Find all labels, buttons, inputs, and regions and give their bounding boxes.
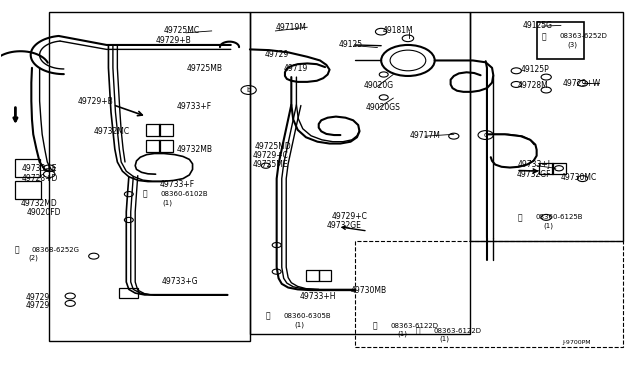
Bar — [470, 13, 623, 241]
Text: 49733+F: 49733+F — [177, 102, 212, 111]
Text: Ⓢ: Ⓢ — [415, 326, 420, 335]
Text: 49729+B: 49729+B — [156, 36, 191, 45]
Text: 49732MD: 49732MD — [20, 199, 57, 208]
Text: 49728+D: 49728+D — [22, 174, 58, 183]
Text: 49125G: 49125G — [523, 21, 552, 30]
Text: 49719: 49719 — [284, 64, 308, 73]
Bar — [540, 163, 553, 174]
Text: 49729+C: 49729+C — [332, 212, 367, 221]
Text: Ⓢ: Ⓢ — [518, 213, 522, 222]
Text: 49733+H: 49733+H — [300, 292, 336, 301]
Bar — [49, 13, 250, 341]
Text: 49733+G: 49733+G — [162, 277, 198, 286]
Text: Ⓢ: Ⓢ — [541, 32, 547, 41]
Bar — [537, 22, 584, 59]
Text: 08368-6252G: 08368-6252G — [32, 247, 80, 253]
Text: 49020G: 49020G — [364, 81, 394, 90]
Text: (1): (1) — [440, 336, 450, 343]
Text: 49728M: 49728M — [518, 81, 548, 90]
Text: 08363-6122D: 08363-6122D — [391, 323, 439, 328]
Bar — [250, 13, 470, 334]
Bar — [119, 288, 138, 298]
Text: Ⓢ: Ⓢ — [143, 190, 147, 199]
Text: 49181M: 49181M — [383, 26, 413, 35]
Text: 08363-6122D: 08363-6122D — [433, 328, 481, 334]
Text: 49732GF: 49732GF — [516, 170, 551, 179]
Bar — [146, 140, 160, 152]
Bar — [552, 163, 566, 174]
Bar — [146, 124, 160, 136]
Bar — [159, 140, 173, 152]
Text: J-9700PM: J-9700PM — [562, 340, 591, 346]
Bar — [159, 124, 173, 136]
Text: Ⓢ: Ⓢ — [266, 311, 271, 320]
Bar — [306, 270, 319, 280]
Text: Ⓢ: Ⓢ — [373, 321, 378, 330]
Text: Ⓢ: Ⓢ — [14, 245, 19, 254]
Text: 49730MB: 49730MB — [351, 286, 387, 295]
Text: 49733+J: 49733+J — [518, 160, 550, 169]
Text: 49729: 49729 — [26, 293, 50, 302]
Text: b: b — [246, 87, 251, 93]
Bar — [15, 159, 40, 177]
Bar — [15, 181, 41, 199]
Text: 49733+E: 49733+E — [22, 164, 58, 173]
Text: 49725MB: 49725MB — [186, 64, 222, 73]
Text: 49729: 49729 — [26, 301, 50, 311]
Text: 49730MC: 49730MC — [561, 173, 597, 182]
Text: (3): (3) — [567, 42, 577, 48]
Text: 49725MD: 49725MD — [255, 142, 292, 151]
Text: 49725ME: 49725ME — [253, 160, 289, 169]
Text: 49729+B: 49729+B — [78, 97, 114, 106]
Bar — [355, 241, 623, 347]
Text: (2): (2) — [28, 255, 38, 261]
Text: 49733+F: 49733+F — [159, 180, 195, 189]
Text: (1): (1) — [162, 199, 172, 206]
Text: (1): (1) — [294, 321, 305, 328]
Text: 49729+W: 49729+W — [562, 79, 600, 88]
Text: 49125: 49125 — [339, 41, 364, 49]
Text: 49729: 49729 — [264, 51, 289, 60]
Text: 49020GS: 49020GS — [366, 103, 401, 112]
Text: 49729+C: 49729+C — [253, 151, 289, 160]
Bar — [319, 270, 332, 280]
Text: 49732MC: 49732MC — [94, 127, 130, 136]
Text: 08360-6102B: 08360-6102B — [161, 191, 208, 197]
Text: 49732GE: 49732GE — [326, 221, 361, 230]
Text: 49125P: 49125P — [521, 65, 550, 74]
Text: 08360-6305B: 08360-6305B — [284, 313, 332, 319]
Text: 49717M: 49717M — [409, 131, 440, 140]
Text: 08363-6252D: 08363-6252D — [559, 33, 607, 39]
Text: 49020FD: 49020FD — [27, 208, 61, 217]
Text: (1): (1) — [397, 330, 408, 337]
Text: 49725MC: 49725MC — [164, 26, 200, 35]
Text: 49719M: 49719M — [275, 23, 307, 32]
Text: (1): (1) — [543, 222, 553, 229]
Text: d: d — [483, 132, 488, 138]
Text: 08360-6125B: 08360-6125B — [536, 214, 583, 220]
Text: 49732MB: 49732MB — [177, 145, 212, 154]
